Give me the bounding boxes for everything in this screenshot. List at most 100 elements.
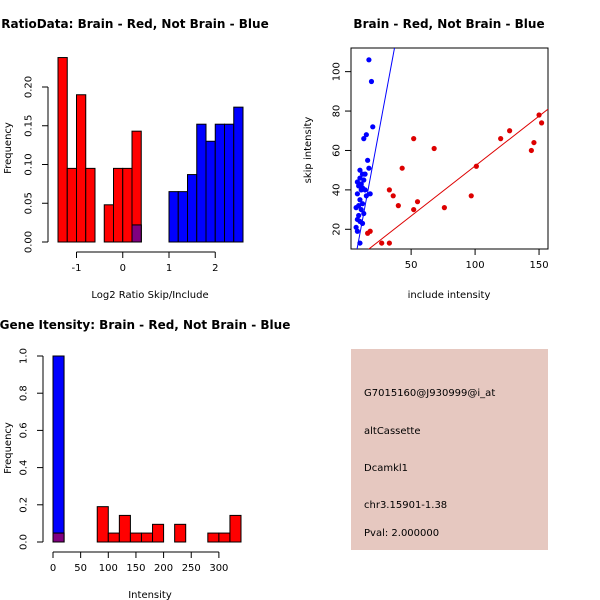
intensity-x-tick-label-4: 200 [154,563,173,574]
intensity-bar-overlap-0 [52,532,65,543]
scatter-point-brain-16 [507,128,513,134]
ratio-bar-not-brain-3 [187,174,198,243]
ratio-y-tick-label-3: 0.15 [24,115,35,137]
ratio-bar-overlap-0 [131,224,142,243]
scatter-point-not-brain-15 [362,187,368,193]
ratio-bar-brain-6 [122,167,133,243]
scatter-point-not-brain-13 [356,183,362,189]
intensity-y-tick-label-4: 0.8 [19,385,30,401]
ratio-y-tick-label-0: 0.00 [24,231,35,253]
ratio-ylabel: Frequency [3,122,14,174]
ratio-y-tick-label-2: 0.10 [24,153,35,175]
ratio-bar-not-brain-6 [214,123,225,243]
ratio-y-tick-label-4: 0.20 [24,76,35,98]
ratio-xlabel: Log2 Ratio Skip/Include [91,290,208,301]
scatter-point-brain-8 [411,136,417,142]
scatter-point-brain-18 [531,139,537,146]
ratio-axes: -1 0 1 2 0.00 0.05 0.10 0.15 0.20 [24,76,219,274]
gene-name: Dcamkl1 [364,463,408,474]
ratio-bar-brain-2 [76,94,87,243]
scatter-point-not-brain-7 [366,165,372,171]
scatter-point-brain-13 [468,193,474,199]
intensity-bar-brain-1 [96,506,109,543]
scatter-point-not-brain-16 [367,191,373,197]
scatter-point-not-brain-0 [366,57,372,63]
scatter-point-not-brain-10 [357,175,363,181]
intensity-bar-brain-3 [118,514,131,543]
intensity-y-tick-label-0: 0.0 [19,534,30,550]
ratio-bar-not-brain-5 [205,140,216,243]
scatter-point-not-brain-8 [357,167,363,173]
scatter-point-brain-5 [390,193,396,199]
scatter-plot-box [350,47,549,250]
intensity-bar-brain-5 [140,532,154,543]
ratio-x-tick-label-3: 2 [212,263,218,274]
scatter-point-not-brain-33 [361,177,367,183]
scatter-point-not-brain-20 [359,201,366,207]
scatter-point-brain-17 [528,147,534,154]
ratio-bar-not-brain-8 [233,106,244,243]
intensity-y-tick-label-2: 0.4 [19,460,30,476]
scatter-point-not-brain-29 [353,224,359,230]
ratio-bar-brain-0 [57,57,68,243]
intensity-bar-brain-4 [129,532,142,543]
ratio-x-tick-label-2: 1 [166,263,172,274]
scatter-y-tick-label-0: 20 [332,223,343,236]
ratio-title: RatioData: Brain - Red, Not Brain - Blue [1,17,268,31]
event-type: altCassette [364,426,421,437]
scatter-point-not-brain-18 [363,193,369,199]
intensity-x-tick-label-5: 250 [182,563,201,574]
scatter-point-brain-7 [399,165,405,171]
scatter-point-not-brain-1 [368,78,375,85]
scatter-points [353,57,545,246]
intensity-bar-brain-7 [174,523,187,543]
info-panel: G7015160@J930999@i_at altCassette Dcamkl… [351,349,548,550]
scatter-point-brain-12 [441,205,447,211]
ratio-bar-brain-5 [113,167,124,243]
intensity-ylabel: Frequency [3,422,14,474]
scatter-point-brain-2 [379,240,385,246]
intensity-x-tick-label-1: 50 [74,563,87,574]
scatter-point-brain-11 [431,145,437,152]
scatter-point-brain-6 [395,203,401,209]
scatter-point-brain-15 [498,136,504,142]
scatter-point-brain-19 [536,112,542,118]
scatter-point-not-brain-22 [353,205,359,211]
ratio-y-tick-label-1: 0.05 [24,192,35,214]
scatter-point-brain-4 [386,187,392,193]
info-panel-background [351,349,548,550]
ratio-bar-not-brain-7 [224,123,235,243]
scatter-fit-not-brain [356,48,395,249]
scatter-point-not-brain-4 [363,132,369,138]
scatter-point-brain-1 [367,228,373,234]
intensity-histogram-panel: Gene Itensity: Brain - Red, Not Brain - … [0,318,290,600]
intensity-bar-brain-10 [229,514,242,543]
intensity-y-tick-label-1: 0.2 [19,497,30,513]
ratio-bar-not-brain-2 [177,191,188,243]
intensity-x-tick-label-3: 150 [126,563,145,574]
scatter-point-not-brain-2 [370,124,376,130]
probe-id: G7015160@J930999@i_at [364,388,495,399]
ratio-bar-brain-4 [103,204,114,243]
intensity-bar-brain-9 [218,532,231,543]
scatter-x-tick-label-1: 100 [466,260,485,271]
scatter-point-not-brain-30 [354,228,360,234]
scatter-title: Brain - Red, Not Brain - Blue [353,17,544,31]
intensity-x-tick-label-0: 0 [50,563,56,574]
scatter-point-not-brain-11 [354,179,360,185]
ratio-bars [57,57,244,243]
ratio-bar-brain-1 [66,167,77,243]
scatter-point-not-brain-19 [357,197,363,203]
ratio-bar-not-brain-1 [168,191,179,243]
scatter-y-tick-label-1: 40 [332,184,343,197]
scatter-ylabel: skip intensity [303,117,314,184]
scatter-point-brain-3 [386,240,392,246]
scatter-point-not-brain-17 [354,191,360,197]
pval: Pval: 2.000000 [364,528,439,539]
intensity-x-tick-label-2: 100 [99,563,118,574]
intensity-bar-brain-11 [252,533,263,542]
scatter-point-not-brain-25 [356,212,362,219]
ratio-histogram-panel: RatioData: Brain - Red, Not Brain - Blue… [1,17,268,301]
scatter-y-tick-label-4: 100 [332,62,343,81]
